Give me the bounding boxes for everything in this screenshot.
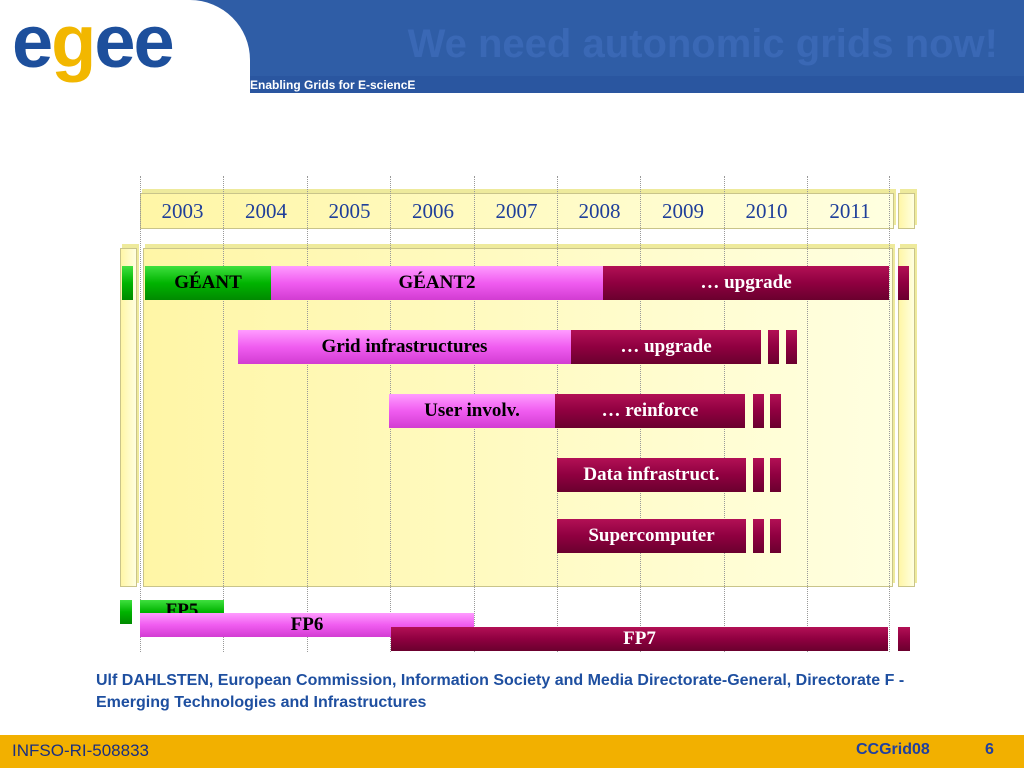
header-band [0, 76, 1024, 93]
geant2-bar: GÉANT2 [271, 266, 603, 300]
row-tail-marker [753, 394, 764, 428]
row-tail-marker [768, 330, 779, 364]
page-number: 6 [985, 741, 994, 758]
timeline-right-edge [898, 248, 915, 587]
year-gridline [807, 176, 808, 652]
row-tail-marker [753, 519, 764, 553]
year-label: 2003 [161, 199, 204, 223]
year-gridline [889, 176, 890, 652]
year-label: 2010 [745, 199, 788, 223]
year-label: 2006 [412, 199, 454, 223]
year-label: 2007 [495, 199, 538, 223]
timeline-left-edge [120, 248, 137, 587]
network-upgrade-bar: … upgrade [603, 266, 889, 300]
year-label: 2011 [829, 199, 871, 223]
year-header-tail [898, 193, 915, 229]
footer-bar [0, 735, 1024, 768]
year-header: 2003 2004 2005 2006 2007 2008 2009 2010 … [140, 193, 894, 229]
slide-title: We need autonomic grids now! [407, 22, 998, 66]
row-tail-marker [770, 519, 781, 553]
year-gridline [140, 176, 141, 652]
fp7-bar: FP7 [391, 627, 888, 651]
year-gridline [307, 176, 308, 652]
logo-area [0, 0, 250, 93]
supercomputer-bar: Supercomputer [557, 519, 746, 553]
data-infrastructure-bar: Data infrastruct. [557, 458, 746, 492]
event-name: CCGrid08 [856, 741, 930, 758]
grid-infrastructures-bar: Grid infrastructures [238, 330, 571, 364]
row-tail-marker [898, 266, 909, 300]
year-label: 2005 [328, 199, 371, 223]
year-label: 2004 [245, 199, 287, 223]
egee-logo: egee [12, 0, 175, 83]
geant-bar: GÉANT [145, 266, 271, 300]
tagline: Enabling Grids for E-sciencE [250, 78, 416, 92]
fp7-tail-marker [898, 627, 910, 651]
grid-upgrade-bar: … upgrade [571, 330, 761, 364]
year-label: 2008 [578, 199, 621, 223]
row-tail-marker [770, 458, 781, 492]
reinforce-bar: … reinforce [555, 394, 745, 428]
year-gridline [223, 176, 224, 652]
row-edge-marker [122, 266, 133, 300]
row-tail-marker [770, 394, 781, 428]
fp5-edge-marker [120, 600, 132, 624]
attribution-text: Ulf DAHLSTEN, European Commission, Infor… [96, 672, 905, 711]
user-involvement-bar: User involv. [389, 394, 555, 428]
row-tail-marker [753, 458, 764, 492]
project-id: INFSO-RI-508833 [12, 741, 149, 760]
row-tail-marker [786, 330, 797, 364]
year-label: 2009 [662, 199, 704, 223]
